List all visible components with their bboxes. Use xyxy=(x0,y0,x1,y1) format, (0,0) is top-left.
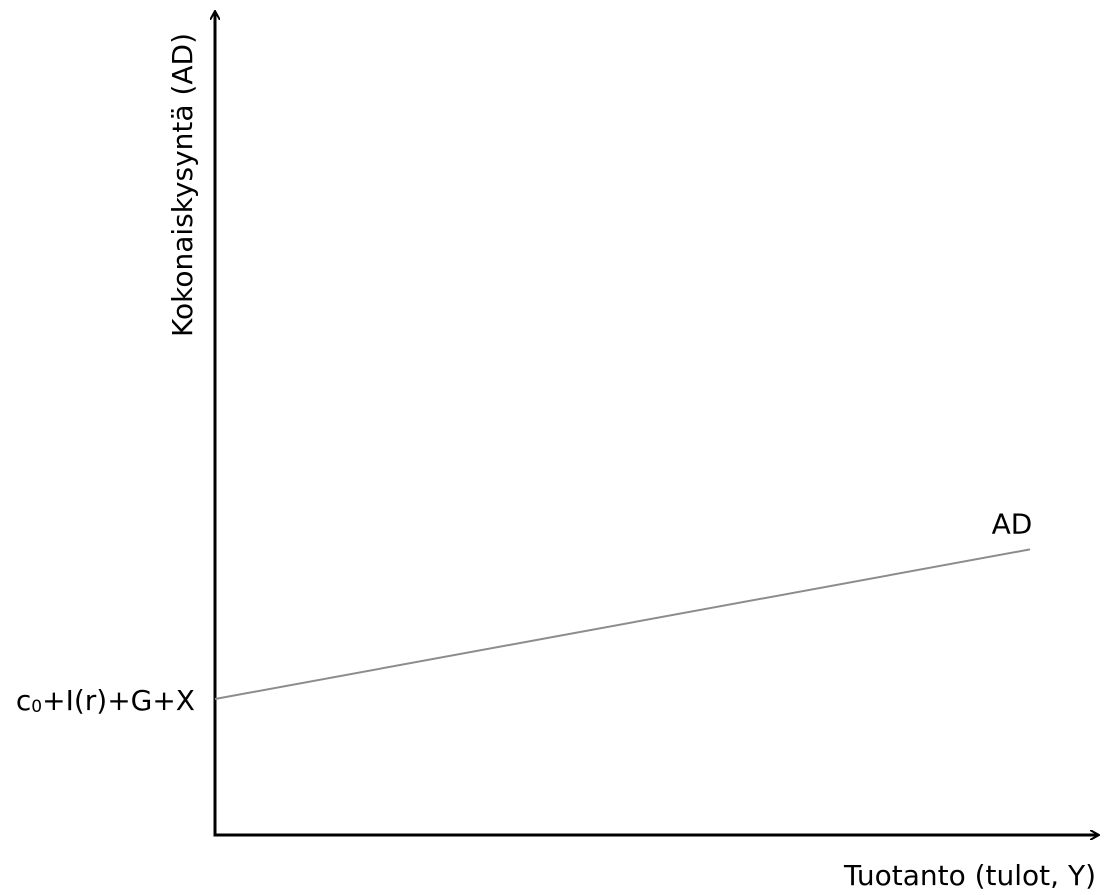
series-group: AD xyxy=(214,507,1033,700)
intercept-label-rest: +I(r)+G+X xyxy=(42,684,195,717)
x-axis-label: Tuotanto (tulot, Y) xyxy=(843,859,1096,892)
intercept-label-subscript: 0 xyxy=(31,697,42,717)
series-line-ad xyxy=(214,548,1031,700)
series-label-ad: AD xyxy=(992,507,1033,540)
intercept-label: c0+I(r)+G+X xyxy=(16,684,195,717)
y-axis-label: Kokonaiskysyntä (AD) xyxy=(166,33,199,337)
intercept-label-main: c xyxy=(16,684,31,717)
